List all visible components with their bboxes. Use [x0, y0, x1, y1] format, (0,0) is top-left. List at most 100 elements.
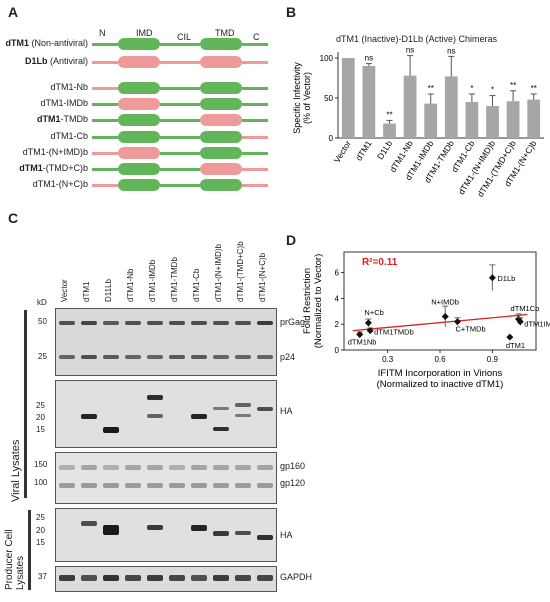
band — [257, 483, 273, 488]
band — [147, 395, 163, 400]
lane-label: Vector — [60, 279, 69, 302]
marker-20b: 20 — [36, 413, 45, 422]
construct-linker — [160, 43, 200, 46]
panel-label-a: A — [8, 4, 19, 20]
panel-label-d: D — [286, 232, 297, 248]
construct-domain — [200, 147, 242, 159]
band — [169, 321, 185, 325]
band — [213, 407, 229, 410]
band — [125, 575, 141, 581]
construct-label-text: dTM1-Nb — [50, 82, 88, 92]
band — [235, 465, 251, 470]
bar-8 — [506, 101, 520, 138]
scatter-point — [453, 318, 461, 326]
band — [235, 483, 251, 488]
construct-label: dTM1-TMDb — [37, 114, 88, 124]
point-label: C+TMDb — [455, 325, 485, 334]
band-label-p24: p24 — [280, 352, 296, 362]
construct-linker — [92, 184, 118, 187]
chart-b-title: dTM1 (Inactive)-D1Lb (Active) Chimeras — [336, 34, 498, 44]
blot-gapdh — [55, 566, 277, 592]
construct-domain — [200, 98, 242, 110]
band — [125, 465, 141, 470]
point-label: dTM1Nb — [348, 338, 377, 347]
band — [257, 465, 273, 470]
construct-domain — [200, 163, 242, 175]
construct-domain — [200, 131, 242, 143]
band — [213, 465, 229, 470]
band — [191, 355, 207, 359]
band-label-gapdh: GAPDH — [280, 572, 313, 582]
construct-label: dTM1-(N+C)b — [33, 179, 88, 189]
band — [59, 355, 75, 359]
lane-label: dTM1 — [82, 281, 91, 302]
band — [191, 525, 207, 531]
bar-7 — [486, 106, 499, 138]
construct-domain — [118, 147, 160, 159]
band — [213, 427, 229, 431]
band — [169, 355, 185, 359]
domain-label-tmd: TMD — [215, 28, 235, 38]
band-row-gapdh — [56, 575, 276, 581]
blot-gp160-gp120 — [55, 452, 277, 504]
construct-domain — [200, 56, 242, 68]
band — [59, 575, 75, 581]
marker-25: 25 — [38, 352, 47, 361]
construct-linker — [92, 103, 118, 106]
construct-domain — [200, 179, 242, 191]
panel-d-scatter: 0.3 0.6 0.9 0 2 4 6 IFITM Incorporation in Viri… — [286, 232, 550, 422]
significance-label: * — [491, 86, 494, 95]
bar-0 — [341, 58, 355, 138]
construct-domain — [118, 82, 160, 94]
band — [81, 483, 97, 488]
band-label-gp160: gp160 — [280, 461, 306, 471]
band — [125, 483, 141, 488]
band — [257, 407, 273, 411]
band — [147, 483, 163, 488]
x-axis-label-d: IFITM Incorporation in Virions (Normalize… — [377, 368, 504, 390]
significance-label: ** — [428, 84, 434, 93]
r-squared-annotation: R²=0.11 — [362, 257, 398, 268]
band — [191, 321, 207, 325]
x-tick-label-d: 0.6 — [434, 355, 446, 364]
construct-linker — [242, 87, 268, 90]
marker-150: 150 — [34, 460, 48, 469]
band — [257, 575, 273, 581]
x-tick-label-b: Vector — [332, 139, 353, 165]
construct-domain — [118, 98, 160, 110]
point-label: dTM1 — [506, 341, 525, 350]
lane-label: D11Lb — [104, 279, 113, 302]
band — [125, 355, 141, 359]
construct-label-bold: D1Lb — [24, 56, 48, 66]
band-label-gp120: gp120 — [280, 478, 306, 488]
point-label: dTM1TMDb — [374, 328, 414, 337]
band — [103, 483, 119, 488]
construct-linker — [92, 87, 118, 90]
y-axis-label-d: Fold Restriction(Normalized to Vector) — [302, 254, 324, 349]
x-axis-label-line: IFITM Incorporation in Virions — [378, 368, 503, 379]
significance-label: * — [470, 84, 473, 93]
point-label: N+Cb — [364, 308, 383, 317]
domain-label-cil: CIL — [177, 32, 192, 42]
band — [235, 355, 251, 359]
construct-linker — [160, 61, 200, 64]
y-tick-label-d: 6 — [335, 269, 340, 278]
significance-label: ns — [406, 46, 414, 55]
marker-15b: 15 — [36, 425, 45, 434]
construct-domain — [200, 38, 242, 50]
panel-a-domain-schematic: N IMD CIL TMD C dTM1 (Non-antiviral) D1Lb… — [0, 0, 280, 200]
significance-label: ** — [386, 110, 392, 119]
blot-viral-ha — [55, 380, 277, 448]
domain-label-n: N — [99, 28, 106, 38]
band — [191, 483, 207, 488]
y-axis-label-line: (% of Vector) — [302, 72, 312, 124]
bar-1 — [362, 66, 376, 138]
scatter-point — [488, 274, 496, 282]
construct-label-text: dTM1-IMDb — [40, 98, 88, 108]
construct-label-text: -(TMD+C)b — [42, 163, 88, 173]
bar-9 — [527, 99, 541, 138]
band-label-ha-producer: HA — [280, 530, 293, 540]
construct-linker — [242, 136, 268, 139]
construct-linker — [242, 103, 268, 106]
construct-linker — [242, 168, 268, 171]
